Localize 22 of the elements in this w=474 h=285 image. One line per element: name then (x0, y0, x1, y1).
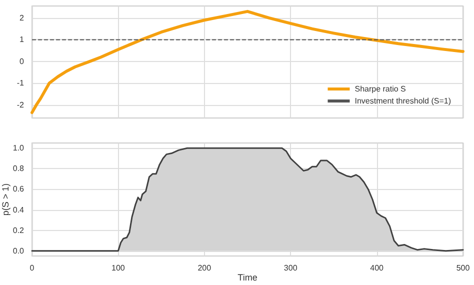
line-series (30, 10, 464, 114)
y-axis-title: p(S > 1) (0, 183, 10, 216)
y-tick-label: 0.8 (12, 164, 25, 174)
y-tick-label: 0.6 (12, 184, 25, 194)
x-tick-label: 500 (456, 264, 470, 272)
x-tick-label: 100 (112, 264, 126, 272)
legend-label: Investment threshold (S=1) (354, 96, 452, 106)
y-tick-label: -1 (16, 78, 25, 88)
y-tick-label: 0.2 (12, 226, 25, 235)
y-tick-label: 0.4 (12, 205, 25, 214)
x-axis-title: Time (238, 272, 258, 282)
x-tick-label: 300 (284, 264, 298, 272)
y-tick-label: 0.0 (12, 246, 25, 256)
x-tick-label: 400 (370, 264, 384, 272)
y-tick-label: 0 (20, 56, 25, 66)
x-tick-label: 0 (30, 264, 35, 272)
y-tick-label: 1 (20, 35, 25, 44)
y-tick-label: 2 (20, 13, 25, 22)
x-tick-label: 200 (198, 264, 212, 272)
y-tick-label: -2 (16, 100, 25, 110)
y-tick-label: 1.0 (12, 144, 25, 153)
legend-label: Sharpe ratio S (354, 84, 406, 94)
